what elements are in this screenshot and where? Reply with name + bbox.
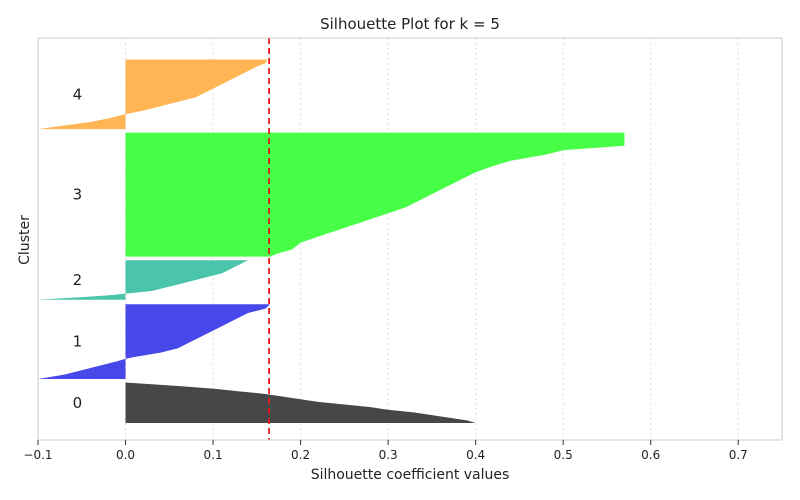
x-tick-label: 0.0 xyxy=(116,448,135,462)
x-tick-label: 0.2 xyxy=(291,448,310,462)
cluster-4-label: 4 xyxy=(73,85,83,103)
y-axis-label: Cluster xyxy=(17,215,33,265)
x-tick-label: 0.6 xyxy=(641,448,660,462)
cluster-3-silhouette xyxy=(125,132,625,257)
x-tick-label: −0.1 xyxy=(23,448,52,462)
cluster-4-silhouette xyxy=(38,59,268,130)
cluster-0-label: 0 xyxy=(73,394,83,412)
cluster-silhouettes xyxy=(38,59,625,423)
x-tick-label: 0.1 xyxy=(204,448,223,462)
x-tick-label: 0.4 xyxy=(466,448,485,462)
plot-frame xyxy=(37,37,783,441)
cluster-labels: 0 1 2 3 4 xyxy=(73,85,83,411)
x-tick-label: 0.3 xyxy=(379,448,398,462)
cluster-0-silhouette xyxy=(125,382,476,423)
cluster-3-label: 3 xyxy=(73,186,83,204)
cluster-2-silhouette xyxy=(38,260,249,300)
x-axis-label: Silhouette coefficient values xyxy=(311,467,510,483)
x-tick-label: 0.7 xyxy=(729,448,748,462)
cluster-1-silhouette xyxy=(38,304,270,379)
cluster-1-label: 1 xyxy=(73,333,83,351)
chart-title: Silhouette Plot for k = 5 xyxy=(320,15,500,33)
cluster-2-label: 2 xyxy=(73,271,83,289)
x-tick-label: 0.5 xyxy=(554,448,573,462)
x-axis-ticks: −0.1 0.0 0.1 0.2 0.3 0.4 0.5 0.6 0.7 xyxy=(23,440,748,462)
